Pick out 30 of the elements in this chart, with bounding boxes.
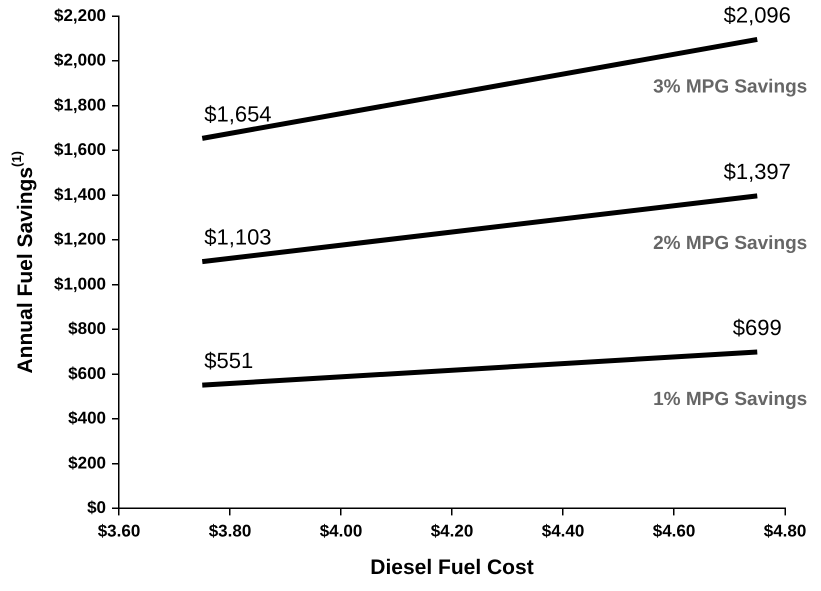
data-label: $551 xyxy=(204,348,254,374)
data-label: $2,096 xyxy=(724,2,791,28)
x-tick-label: $4.20 xyxy=(430,521,474,540)
x-tick-label: $3.80 xyxy=(208,521,252,540)
y-tick-label: $1,400 xyxy=(54,184,106,204)
series-label: 1% MPG Savings xyxy=(653,389,808,410)
y-tick-label: $0 xyxy=(87,498,106,518)
data-label: $1,397 xyxy=(724,158,791,184)
y-tick-label: $200 xyxy=(68,453,106,472)
y-tick-label: $1,200 xyxy=(54,230,106,249)
y-tick-label: $400 xyxy=(68,408,106,428)
y-tick-label: $2,000 xyxy=(54,50,106,70)
x-tick-label: $4.40 xyxy=(542,521,584,540)
data-label: $1,103 xyxy=(204,224,272,250)
data-label: $699 xyxy=(732,315,782,340)
y-tick-label: $1,600 xyxy=(54,140,106,160)
data-label: $1,654 xyxy=(204,101,272,126)
x-tick-label: $4.00 xyxy=(320,521,362,540)
y-axis-title: Annual Fuel Savings(1) xyxy=(9,151,37,374)
y-tick-label: $1,800 xyxy=(54,95,106,114)
y-tick-label: $600 xyxy=(68,364,106,383)
x-tick-label: $4.60 xyxy=(652,521,696,540)
series-label: 2% MPG Savings xyxy=(653,233,808,254)
x-axis-title: Diesel Fuel Cost xyxy=(370,556,534,580)
series-label: 3% MPG Savings xyxy=(653,76,808,98)
x-tick-label: $3.60 xyxy=(98,521,140,540)
y-tick-label: $800 xyxy=(68,319,106,338)
y-tick-label: $2,200 xyxy=(54,6,106,25)
x-tick-label: $4.80 xyxy=(764,521,806,540)
y-tick-label: $1,000 xyxy=(54,274,106,294)
